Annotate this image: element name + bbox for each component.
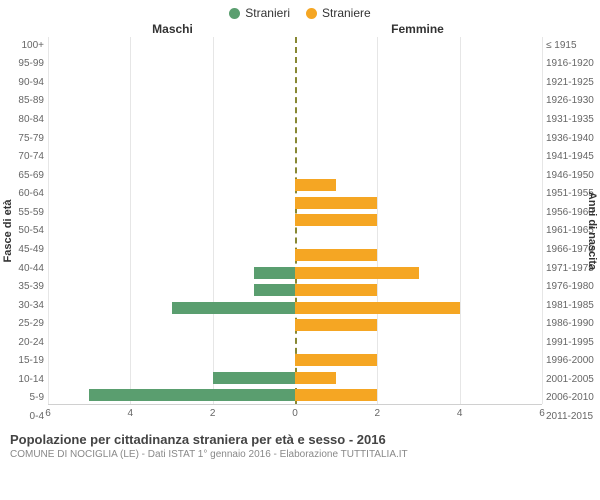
age-tick: 10-14 [0,374,44,385]
birth-tick: 1996-2000 [546,355,600,366]
age-tick: 5-9 [0,392,44,403]
y-axis-label-right: Anni di nascita [586,192,598,270]
age-tick: 0-4 [0,411,44,422]
birth-tick: 1916-1920 [546,58,600,69]
x-tick: 6 [45,408,51,419]
birth-tick: 1921-1925 [546,77,600,88]
column-headers: Maschi Femmine [0,22,600,36]
female-bar [295,372,336,384]
female-bar [295,389,377,401]
legend: Stranieri Straniere [0,0,600,22]
birth-tick: 1936-1940 [546,133,600,144]
gridline [542,37,543,404]
age-tick: 95-99 [0,58,44,69]
birth-tick: 1931-1935 [546,114,600,125]
female-bar [295,354,377,366]
bar-row [48,214,542,227]
legend-male-label: Stranieri [245,6,290,20]
birth-tick: 1976-1980 [546,281,600,292]
birth-tick: 2001-2005 [546,374,600,385]
x-tick: 6 [539,408,545,419]
bar-row [48,336,542,349]
birth-tick: 1926-1930 [546,95,600,106]
age-tick: 70-74 [0,151,44,162]
bar-row [48,57,542,70]
male-bar [213,372,295,384]
bar-row [48,92,542,105]
bar-row [48,74,542,87]
bar-row [48,127,542,140]
bar-row [48,231,542,244]
x-tick: 4 [457,408,463,419]
chart-subtitle: COMUNE DI NOCIGLIA (LE) - Dati ISTAT 1° … [10,449,590,460]
x-tick: 2 [375,408,381,419]
chart-footer: Popolazione per cittadinanza straniera p… [0,426,600,460]
header-male: Maschi [0,22,295,36]
age-tick: 80-84 [0,114,44,125]
female-bar [295,302,460,314]
header-female: Femmine [295,22,600,36]
male-bar [254,267,295,279]
x-tick: 0 [292,408,298,419]
age-tick: 60-64 [0,188,44,199]
bar-row [48,371,542,384]
female-bar [295,319,377,331]
age-tick: 90-94 [0,77,44,88]
x-tick: 2 [210,408,216,419]
female-bar [295,179,336,191]
bar-row [48,144,542,157]
bar-row [48,319,542,332]
bar-rows [48,37,542,404]
bar-row [48,389,542,402]
bar-row [48,162,542,175]
birth-tick: 1941-1945 [546,151,600,162]
chart-area: Fasce di età 100+ 95-99 90-94 85-89 80-84 75-… [0,36,600,426]
age-tick: 65-69 [0,170,44,181]
birth-tick: 1991-1995 [546,337,600,348]
age-tick: 20-24 [0,337,44,348]
legend-item-female: Straniere [306,6,371,20]
x-axis: 6 4 2 0 2 4 6 [48,404,542,426]
bar-row [48,354,542,367]
x-tick: 4 [128,408,134,419]
male-swatch [229,8,240,19]
bar-row [48,196,542,209]
birth-tick: ≤ 1915 [546,40,600,51]
bar-row [48,266,542,279]
birth-tick: 1981-1985 [546,300,600,311]
age-tick: 25-29 [0,318,44,329]
birth-tick: 1986-1990 [546,318,600,329]
legend-female-label: Straniere [322,6,371,20]
female-swatch [306,8,317,19]
chart-title: Popolazione per cittadinanza straniera p… [10,432,590,447]
male-bar [89,389,295,401]
birth-tick: 2011-2015 [546,411,600,422]
age-tick: 75-79 [0,133,44,144]
age-tick: 35-39 [0,281,44,292]
male-bar [172,302,296,314]
female-bar [295,197,377,209]
bar-row [48,301,542,314]
age-tick: 40-44 [0,263,44,274]
birth-tick: 2006-2010 [546,392,600,403]
male-bar [254,284,295,296]
y-axis-label-left: Fasce di età [2,200,14,263]
legend-item-male: Stranieri [229,6,290,20]
female-bar [295,267,419,279]
bar-row [48,249,542,262]
female-bar [295,249,377,261]
female-bar [295,214,377,226]
age-tick: 15-19 [0,355,44,366]
plot-region: 6 4 2 0 2 4 6 [48,36,542,426]
female-bar [295,284,377,296]
age-tick: 85-89 [0,95,44,106]
bar-row [48,179,542,192]
age-tick: 30-34 [0,300,44,311]
bar-row [48,109,542,122]
bar-row [48,39,542,52]
birth-tick: 1946-1950 [546,170,600,181]
age-tick: 100+ [0,40,44,51]
bar-row [48,284,542,297]
